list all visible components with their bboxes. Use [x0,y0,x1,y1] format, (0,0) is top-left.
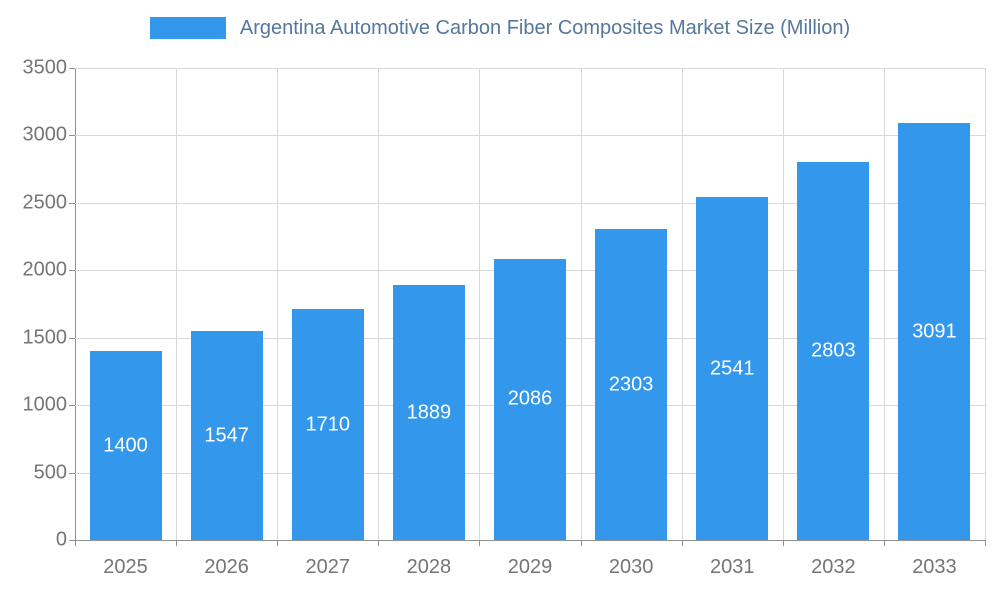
x-tick-mark [176,540,178,546]
gridline-vertical [782,68,784,540]
gridline-vertical [378,68,380,540]
bar: 1889 [392,285,465,540]
bar-value-label: 1710 [305,413,351,436]
gridline-vertical [277,68,279,540]
gridline-horizontal [75,135,985,137]
y-tick-mark [69,270,75,272]
legend-swatch [149,17,226,39]
bar: 2303 [595,229,668,540]
y-tick-label: 3500 [22,56,68,79]
bar: 1400 [89,351,162,540]
x-tick-mark [277,540,279,546]
y-tick-mark [69,472,75,474]
x-tick-label: 2027 [305,556,351,578]
bar: 2086 [494,258,566,540]
gridline-vertical [176,68,178,540]
plot-area: 1400 1547 1710 1889 2086 2303 2541 2803 3091 [75,68,986,540]
y-tick-label: 3000 [22,123,68,146]
bar: 2541 [696,197,769,540]
gridline-vertical [479,68,481,540]
y-tick-mark [69,68,75,69]
x-tick-mark [75,540,76,546]
bar-value-label: 2086 [507,387,553,410]
x-tick-mark [378,540,380,546]
gridline-vertical [681,68,683,540]
bar-value-label: 2803 [811,339,856,362]
y-tick-label: 2500 [22,191,68,214]
x-tick-label: 2026 [204,556,249,578]
bar-value-label: 1547 [204,424,249,447]
bar: 1710 [291,309,364,540]
y-tick-label: 1500 [22,326,68,349]
bar: 1547 [190,331,263,540]
y-tick-label: 500 [33,461,67,484]
y-tick-mark [69,540,75,541]
x-tick-label: 2033 [912,556,957,578]
y-tick-mark [69,202,75,204]
y-tick-mark [69,135,75,137]
bar: 2803 [797,162,870,540]
gridline-vertical [580,68,582,540]
x-tick-label: 2031 [709,556,755,578]
bar-value-label: 2541 [709,357,755,380]
y-axis-line [75,68,76,540]
x-tick-mark [580,540,582,546]
y-tick-label: 0 [55,528,67,551]
x-tick-label: 2025 [103,556,148,578]
x-tick-label: 2032 [811,556,856,578]
chart-legend: Argentina Automotive Carbon Fiber Compos… [0,16,1000,40]
y-tick-label: 2000 [22,258,68,281]
bar-value-label: 2303 [608,373,654,396]
x-tick-label: 2030 [608,556,654,578]
gridline-vertical [985,68,986,540]
bar-value-label: 1400 [103,434,148,457]
y-tick-label: 1000 [22,393,68,416]
gridline-horizontal [75,68,985,69]
x-tick-label: 2029 [507,556,553,578]
y-tick-mark [69,337,75,339]
bar-value-label: 3091 [912,320,957,343]
y-tick-mark [69,405,75,407]
chart-title: Argentina Automotive Carbon Fiber Compos… [239,17,851,39]
gridline-vertical [883,68,885,540]
x-axis-line [75,540,986,541]
x-tick-mark [985,540,986,546]
x-tick-mark [782,540,784,546]
x-tick-label: 2028 [406,556,452,578]
bar-value-label: 1889 [406,401,452,424]
gridline-horizontal [75,202,985,204]
bar: 3091 [898,123,971,540]
x-tick-mark [681,540,683,546]
x-tick-mark [479,540,481,546]
x-tick-mark [883,540,885,546]
